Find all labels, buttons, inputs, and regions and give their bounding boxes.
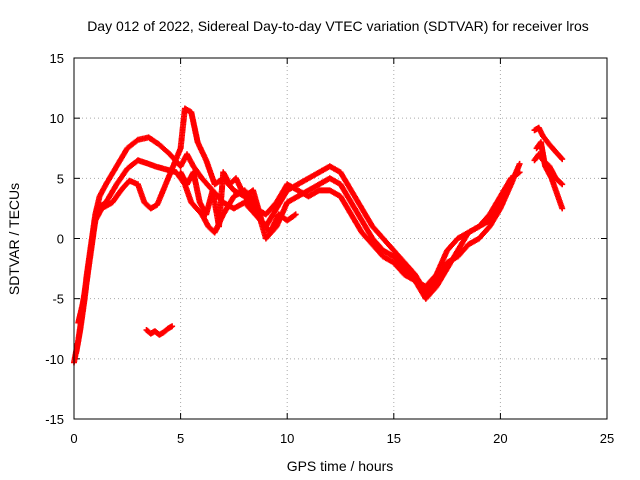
- y-axis-label: SDTVAR / TECUs: [6, 183, 22, 295]
- data-series: [71, 105, 566, 366]
- y-tick-label: 0: [57, 232, 64, 247]
- grid-lines: [73, 57, 608, 420]
- data-point: [559, 205, 566, 212]
- y-tick-label: 5: [57, 171, 64, 186]
- x-tick-label: 0: [70, 431, 77, 446]
- data-point: [516, 160, 523, 167]
- x-tick-label: 5: [177, 431, 184, 446]
- x-tick-label: 20: [493, 431, 507, 446]
- data-point: [559, 181, 566, 188]
- series-track-8: [533, 139, 566, 212]
- x-tick-label: 25: [600, 431, 614, 446]
- series-track-6: [531, 124, 566, 163]
- y-tick-label: -15: [45, 412, 64, 427]
- data-point: [558, 180, 565, 187]
- data-point: [515, 170, 522, 177]
- data-point: [558, 155, 565, 161]
- data-point: [508, 175, 515, 182]
- y-tick-labels: -15 -10 -5 0 5 10 15: [45, 51, 64, 427]
- series-track-3: [75, 105, 515, 326]
- plot-frame: [73, 57, 608, 420]
- data-point: [559, 156, 566, 163]
- y-tick-label: 10: [50, 111, 64, 126]
- chart-title: Day 012 of 2022, Sidereal Day-to-day VTE…: [87, 18, 589, 34]
- y-tick-label: 15: [50, 51, 64, 66]
- x-tick-label: 15: [387, 431, 401, 446]
- y-tick-label: -10: [45, 352, 64, 367]
- x-tick-labels: 0 5 10 15 20 25: [70, 431, 614, 446]
- series-track-4: [177, 169, 299, 236]
- series-track-5: [143, 323, 176, 338]
- data-point: [516, 169, 523, 176]
- x-tick-label: 10: [280, 431, 294, 446]
- data-point: [169, 323, 176, 330]
- x-axis-label: GPS time / hours: [287, 458, 394, 474]
- y-tick-label: -5: [52, 292, 64, 307]
- data-point: [292, 211, 299, 218]
